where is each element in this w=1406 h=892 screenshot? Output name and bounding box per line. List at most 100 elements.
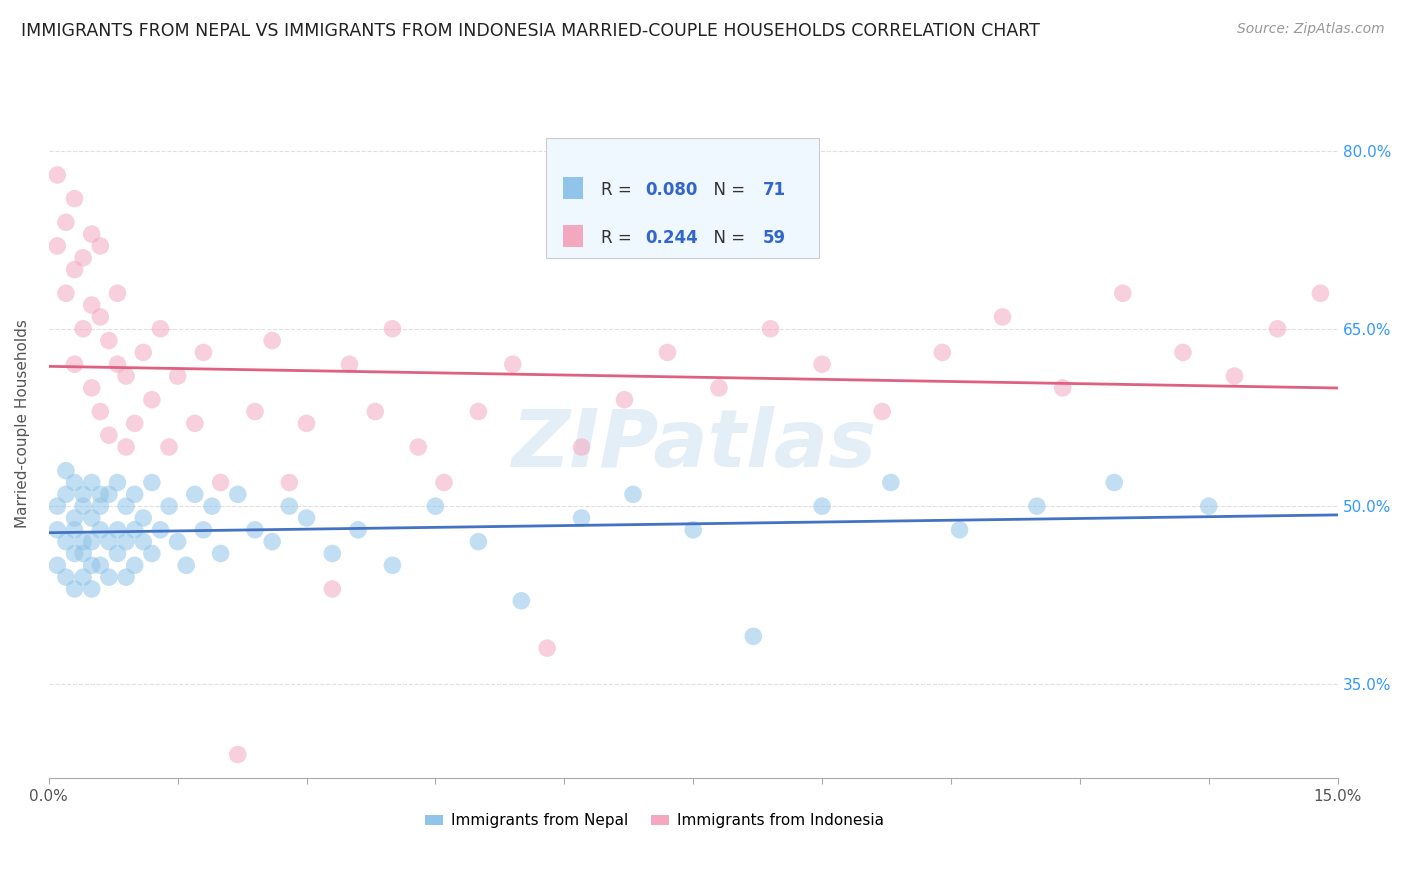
Point <box>536 641 558 656</box>
Point <box>742 629 765 643</box>
Point <box>63 475 86 490</box>
Point <box>63 192 86 206</box>
Point <box>811 357 834 371</box>
Point <box>880 475 903 490</box>
Point <box>364 404 387 418</box>
Point <box>72 322 94 336</box>
Point <box>209 546 232 560</box>
Point <box>1102 475 1125 490</box>
Text: N =: N = <box>703 229 751 247</box>
Point <box>467 404 489 418</box>
Point <box>406 440 429 454</box>
Point <box>63 582 86 596</box>
Y-axis label: Married-couple Households: Married-couple Households <box>15 319 30 528</box>
Point <box>948 523 970 537</box>
Point <box>115 440 138 454</box>
Point <box>55 487 77 501</box>
Point <box>467 534 489 549</box>
Point <box>870 404 893 418</box>
Point <box>72 546 94 560</box>
Point <box>141 392 163 407</box>
Point <box>262 334 284 348</box>
Point <box>97 487 120 501</box>
Point <box>157 440 180 454</box>
Point <box>107 286 129 301</box>
Point <box>115 369 138 384</box>
Point <box>141 475 163 490</box>
Point <box>1052 381 1074 395</box>
Point <box>46 239 69 253</box>
Point <box>321 546 343 560</box>
Point <box>1309 286 1331 301</box>
Point <box>132 345 155 359</box>
Point <box>707 381 730 395</box>
Point <box>63 511 86 525</box>
Point <box>80 298 103 312</box>
Point <box>184 417 207 431</box>
Point <box>89 523 111 537</box>
Point <box>425 499 447 513</box>
Point <box>571 511 593 525</box>
Point <box>107 357 129 371</box>
Point <box>124 487 146 501</box>
Point <box>1198 499 1220 513</box>
Point <box>97 334 120 348</box>
Point <box>657 345 679 359</box>
Point <box>433 475 456 490</box>
Point <box>55 534 77 549</box>
Point <box>132 511 155 525</box>
Point <box>46 499 69 513</box>
Point <box>80 582 103 596</box>
Point <box>80 227 103 241</box>
Point <box>115 499 138 513</box>
Point <box>80 558 103 573</box>
Point <box>149 523 172 537</box>
Point <box>115 534 138 549</box>
Point <box>613 392 636 407</box>
Point <box>63 262 86 277</box>
Legend: Immigrants from Nepal, Immigrants from Indonesia: Immigrants from Nepal, Immigrants from I… <box>419 807 890 834</box>
Point <box>80 475 103 490</box>
Point <box>63 357 86 371</box>
Point <box>381 322 404 336</box>
Point <box>262 534 284 549</box>
Point <box>174 558 197 573</box>
Point <box>1171 345 1194 359</box>
Point <box>201 499 224 513</box>
Point <box>55 215 77 229</box>
Point <box>991 310 1014 324</box>
Point <box>63 523 86 537</box>
Point <box>1267 322 1289 336</box>
Point <box>243 523 266 537</box>
Point <box>510 594 533 608</box>
Point <box>97 428 120 442</box>
Point <box>1025 499 1047 513</box>
Point <box>339 357 361 371</box>
Point <box>166 534 188 549</box>
Point <box>97 570 120 584</box>
Text: 0.080: 0.080 <box>645 181 699 199</box>
Point <box>89 404 111 418</box>
Point <box>89 499 111 513</box>
Point <box>46 558 69 573</box>
Point <box>571 440 593 454</box>
Text: R =: R = <box>600 181 637 199</box>
Point <box>72 570 94 584</box>
Point <box>193 523 215 537</box>
Text: ZIPatlas: ZIPatlas <box>510 406 876 483</box>
Point <box>72 499 94 513</box>
Point <box>72 487 94 501</box>
Text: 71: 71 <box>762 181 786 199</box>
Point <box>89 487 111 501</box>
Point <box>381 558 404 573</box>
Point <box>193 345 215 359</box>
Point <box>80 534 103 549</box>
Text: 0.244: 0.244 <box>645 229 699 247</box>
Point <box>209 475 232 490</box>
Point <box>46 523 69 537</box>
Point <box>80 381 103 395</box>
Point <box>89 310 111 324</box>
Text: N =: N = <box>703 181 751 199</box>
Point <box>107 523 129 537</box>
Point <box>107 546 129 560</box>
